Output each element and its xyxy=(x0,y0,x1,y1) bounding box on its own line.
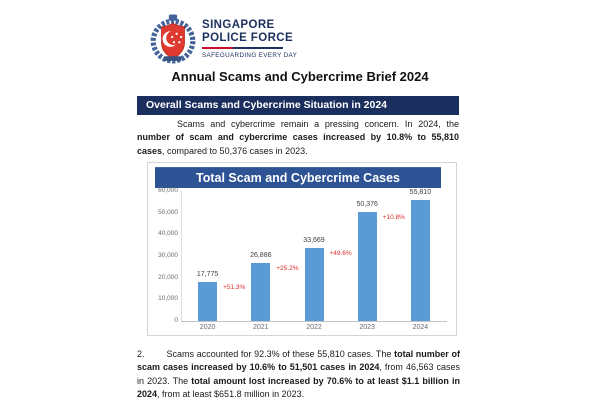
x-axis-label: 2022 xyxy=(306,324,322,331)
paragraph-number: 2. xyxy=(137,349,145,359)
body-text: Scams accounted for 92.3% of these 55,81… xyxy=(166,349,395,359)
paragraph-1: Scams and cybercrime remain a pressing c… xyxy=(137,118,459,158)
chart-plot: 0 10,000 20,000 30,000 40,000 50,000 60,000 17,… xyxy=(148,163,456,335)
bar-2024 xyxy=(410,200,430,321)
logo-org-line2: POLICE FORCE xyxy=(202,32,294,44)
page-title: Annual Scams and Cybercrime Brief 2024 xyxy=(171,69,429,84)
bar-2023 xyxy=(357,211,377,321)
growth-percentage-label: +49.6% xyxy=(329,250,352,258)
bar-2020 xyxy=(198,282,218,321)
growth-percentage-label: +10.8% xyxy=(382,213,405,221)
body-text: , from 46,563 cases in 2023. The xyxy=(137,362,461,386)
bar-2021 xyxy=(251,262,271,321)
growth-percentage-label: +25.2% xyxy=(276,264,299,272)
logo-separator-line xyxy=(202,47,283,49)
bar-value-label: 55,810 xyxy=(409,189,432,197)
y-axis-line xyxy=(181,191,182,321)
x-axis-line xyxy=(181,321,447,322)
x-axis-label: 2021 xyxy=(253,324,269,331)
bar-value-label: 26,886 xyxy=(250,251,272,259)
y-axis-tick-label: 50,000 xyxy=(158,208,178,216)
bar-value-label: 33,669 xyxy=(303,237,325,245)
logo-wordmark: SINGAPORE POLICE FORCE SAFEGUARDING EVER… xyxy=(202,19,312,59)
section-heading-banner: Overall Scams and Cybercrime Situation i… xyxy=(137,96,459,115)
y-axis-tick-label: 60,000 xyxy=(158,187,178,194)
logo-org-line1: SINGAPORE xyxy=(202,19,275,31)
y-axis-tick-label: 30,000 xyxy=(158,252,178,259)
spf-crest-icon xyxy=(150,14,196,64)
body-text: , compared to 50,376 cases in 2023. xyxy=(162,145,308,156)
y-axis-tick-label: 40,000 xyxy=(158,230,178,238)
bar-value-label: 50,376 xyxy=(356,200,378,208)
x-axis-label: 2020 xyxy=(199,324,216,331)
emphasized-text: number of scam and cybercrime cases incr… xyxy=(137,132,459,156)
emphasized-text: total number of scam cases increased by … xyxy=(137,349,460,373)
growth-percentage-label: +51.3% xyxy=(223,284,246,292)
bar-2022 xyxy=(304,248,324,321)
body-text: Scams and cybercrime remain a pressing c… xyxy=(177,119,459,129)
chart-title: Total Scam and Cybercrime Cases xyxy=(155,167,441,188)
emphasized-text: total amount lost increased by 70.6% to … xyxy=(137,375,461,400)
y-axis-tick-label: 0 xyxy=(174,317,178,324)
y-axis-tick-label: 20,000 xyxy=(158,273,178,281)
chart-container: Total Scam and Cybercrime Cases 0 10,000 2… xyxy=(147,162,457,336)
y-axis-tick-label: 10,000 xyxy=(158,295,178,303)
logo-tagline: SAFEGUARDING EVERY DAY xyxy=(202,51,298,59)
x-axis-label: 2024 xyxy=(412,324,429,331)
bar-value-label: 17,775 xyxy=(196,271,219,279)
paragraph-2: 2. Scams accounted for 92.3% of these 55,… xyxy=(137,348,460,402)
x-axis-label: 2023 xyxy=(359,324,375,331)
body-text: , from at least $651.8 million in 2023. xyxy=(157,389,305,400)
